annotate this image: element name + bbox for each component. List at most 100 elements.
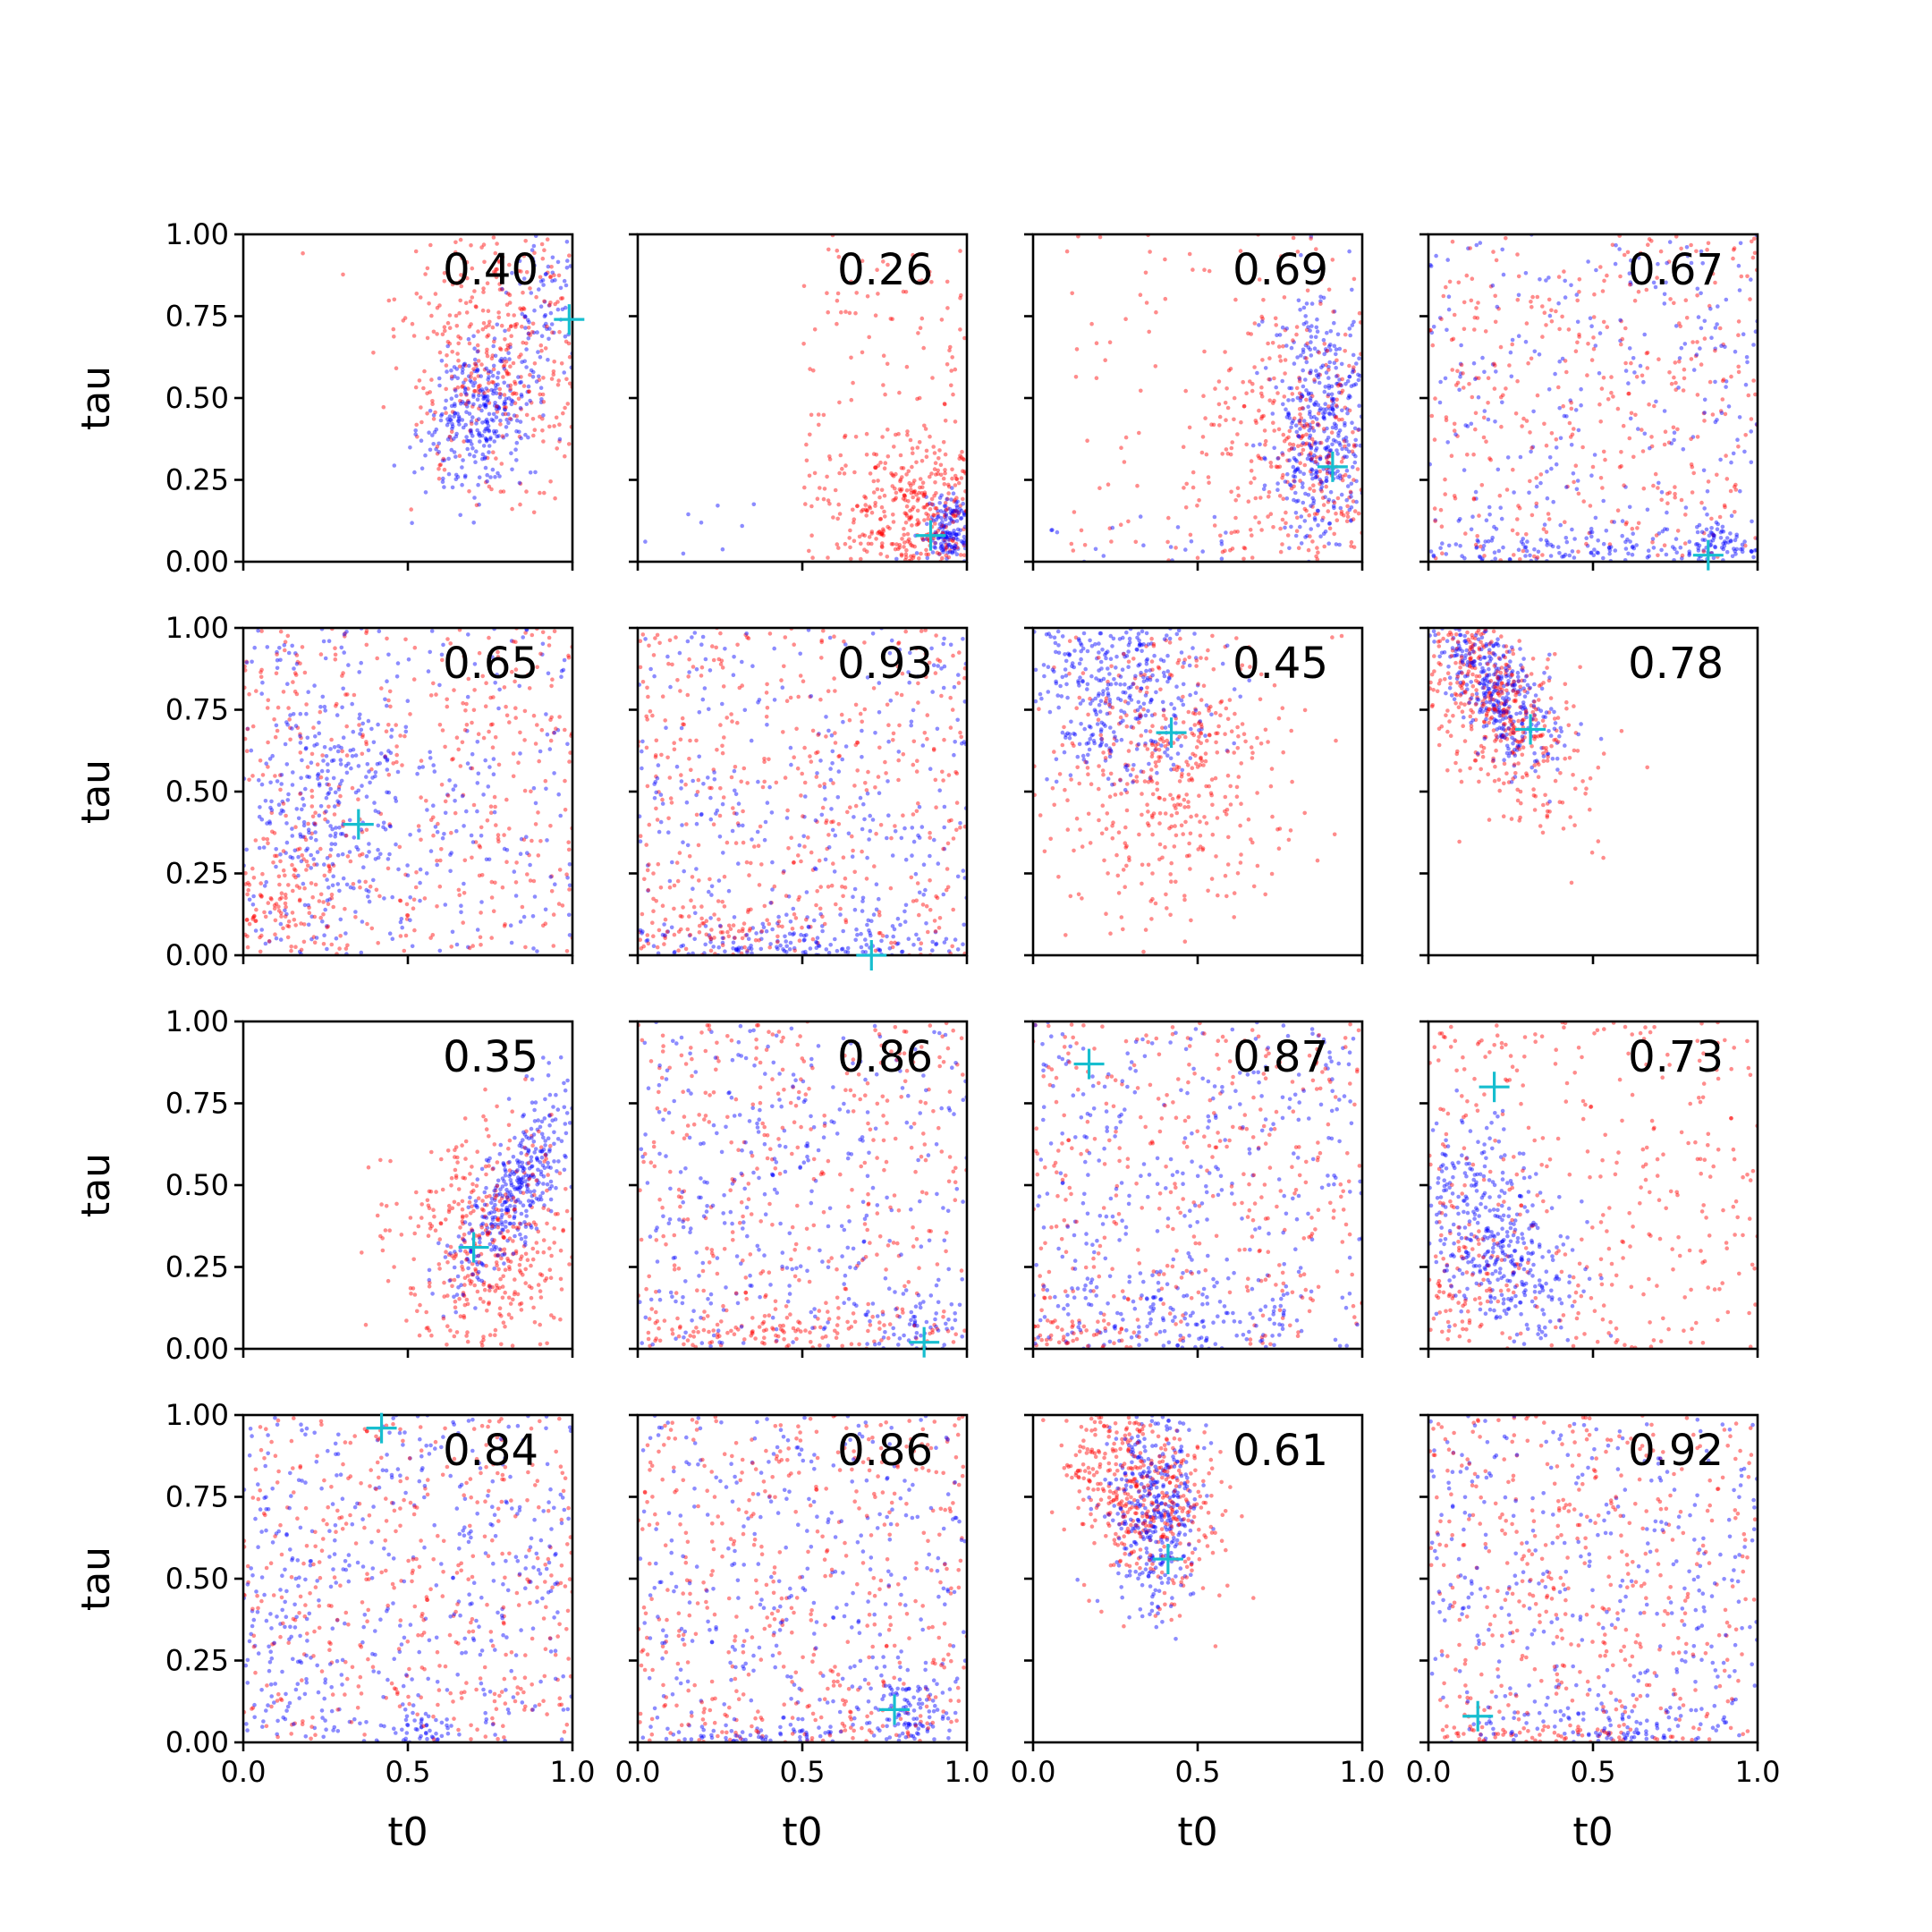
scatter-point-red xyxy=(1074,347,1080,352)
scatter-point-red xyxy=(1253,419,1258,423)
scatter-point-blue xyxy=(350,701,355,707)
scatter-point-blue xyxy=(948,530,953,536)
scatter-point-red xyxy=(1733,487,1739,492)
scatter-point-blue xyxy=(786,894,792,899)
scatter-point-red xyxy=(904,472,909,477)
scatter-point-red xyxy=(1309,236,1313,242)
scatter-point-blue xyxy=(1588,316,1593,321)
scatter-point-red xyxy=(1324,484,1328,489)
scatter-point-red xyxy=(526,331,531,336)
scatter-point-blue xyxy=(544,271,548,276)
scatter-point-red xyxy=(487,401,492,405)
scatter-point-red xyxy=(428,936,433,940)
scatter-point-red xyxy=(437,350,443,355)
scatter-point-red xyxy=(289,948,293,953)
scatter-point-red xyxy=(548,479,553,484)
scatter-point-blue xyxy=(353,790,359,795)
scatter-point-blue xyxy=(1699,249,1704,254)
scatter-point-red xyxy=(494,275,499,280)
scatter-point-red xyxy=(919,536,925,540)
scatter-point-blue xyxy=(1313,475,1318,480)
scatter-point-red xyxy=(915,445,920,450)
scatter-point-red xyxy=(1338,383,1343,387)
scatter-point-blue xyxy=(936,552,942,556)
scatter-point-red xyxy=(548,738,554,743)
scatter-point-blue xyxy=(1642,332,1647,337)
scatter-point-red xyxy=(958,249,962,253)
scatter-point-blue xyxy=(917,835,922,840)
scatter-point-blue xyxy=(1335,469,1340,474)
scatter-point-blue xyxy=(1562,554,1566,559)
scatter-point-blue xyxy=(903,857,909,862)
scatter-point-red xyxy=(444,411,448,416)
scatter-point-red xyxy=(513,381,518,386)
scatter-point-blue xyxy=(1563,278,1567,284)
scatter-point-blue xyxy=(1308,370,1313,376)
scatter-point-red xyxy=(784,894,789,898)
scatter-point-red xyxy=(1611,394,1615,399)
scatter-point-red xyxy=(1563,359,1568,363)
scatter-point-red xyxy=(855,504,860,508)
scatter-point-red xyxy=(540,256,546,261)
scatter-point-blue xyxy=(902,919,908,924)
scatter-point-blue xyxy=(1307,436,1312,440)
scatter-point-blue xyxy=(787,931,792,936)
scatter-point-red xyxy=(796,897,801,902)
scatter-point-blue xyxy=(1660,529,1665,534)
scatter-point-red xyxy=(463,708,468,713)
scatter-point-red xyxy=(1250,555,1255,560)
scatter-point-blue xyxy=(1308,422,1312,428)
scatter-point-blue xyxy=(947,531,952,536)
scatter-point-blue xyxy=(734,946,739,952)
scatter-point-blue xyxy=(499,356,504,361)
scatter-point-blue xyxy=(387,852,392,857)
scatter-point-blue xyxy=(538,355,543,360)
scatter-point-blue xyxy=(325,898,330,902)
scatter-point-red xyxy=(695,790,700,794)
scatter-point-blue xyxy=(1740,549,1745,555)
scatter-point-red xyxy=(731,923,736,928)
scatter-point-red xyxy=(1315,512,1319,516)
scatter-point-blue xyxy=(1357,356,1361,361)
scatter-point-blue xyxy=(1309,457,1314,462)
scatter-point-blue xyxy=(1317,380,1322,386)
scatter-point-red xyxy=(1462,300,1467,305)
scatter-point-red xyxy=(795,766,801,771)
scatter-point-blue xyxy=(954,503,959,508)
scatter-point-red xyxy=(874,831,878,836)
scatter-point-blue xyxy=(1501,272,1506,277)
scatter-point-red xyxy=(644,843,648,847)
scatter-point-red xyxy=(1191,470,1196,475)
scatter-point-red xyxy=(410,321,415,326)
scatter-point-blue xyxy=(1309,324,1314,328)
scatter-point-red xyxy=(1233,498,1238,503)
scatter-point-blue xyxy=(517,480,522,486)
scatter-point-red xyxy=(466,398,470,403)
scatter-point-red xyxy=(1206,475,1211,479)
scatter-point-blue xyxy=(1284,496,1290,501)
scatter-point-red xyxy=(1535,294,1540,300)
scatter-point-red xyxy=(746,636,751,640)
scatter-point-red xyxy=(899,692,904,698)
scatter-point-red xyxy=(1310,426,1315,430)
scatter-point-blue xyxy=(907,680,911,685)
scatter-point-red xyxy=(804,917,809,922)
scatter-point-blue xyxy=(731,946,735,951)
scatter-point-blue xyxy=(772,698,777,702)
scatter-point-red xyxy=(493,735,498,740)
scatter-point-red xyxy=(263,914,268,919)
scatter-point-blue xyxy=(1200,549,1205,554)
scatter-point-red xyxy=(1290,392,1295,396)
scatter-point-red xyxy=(1484,439,1488,445)
panel-1-4: 0.67 xyxy=(1419,233,1759,571)
scatter-point-red xyxy=(458,399,462,403)
scatter-point-red xyxy=(683,946,689,952)
scatter-point-blue xyxy=(349,766,353,771)
scatter-point-red xyxy=(416,824,421,828)
scatter-point-blue xyxy=(279,773,284,777)
scatter-point-blue xyxy=(445,437,451,442)
scatter-point-red xyxy=(312,940,318,945)
scatter-point-red xyxy=(781,730,785,734)
scatter-point-red xyxy=(250,915,256,920)
